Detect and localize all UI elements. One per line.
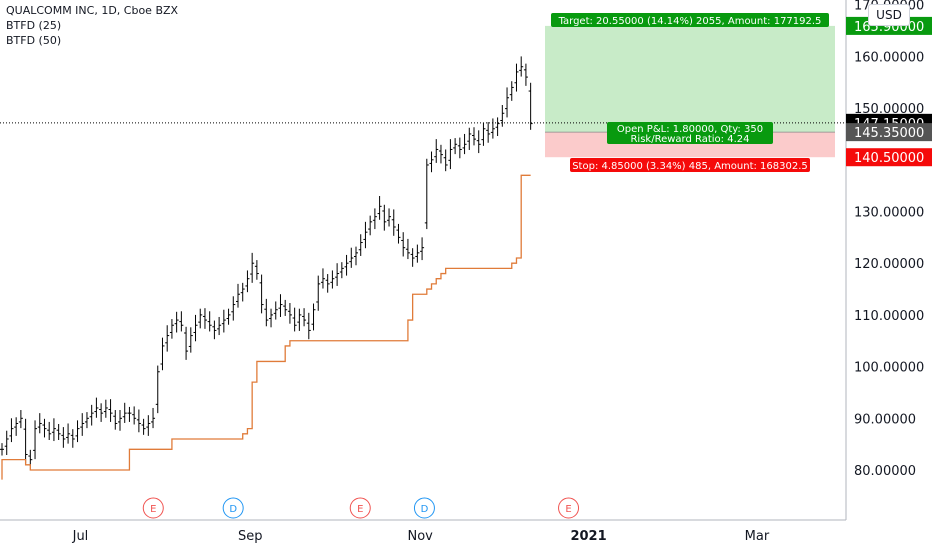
indicator-btfd-25[interactable]: BTFD (25) [6,19,62,32]
price-tick-label: 90.00000 [854,412,916,427]
currency-button[interactable]: USD [868,4,910,26]
earnings-marker [142,497,164,519]
event-marker-label: E [565,504,571,515]
entry-price-tag: 145.35000 [854,126,924,141]
target-label-bg [551,13,829,27]
price-tick-label: 120.00000 [854,257,924,272]
target-label: Target: 20.55000 (14.14%) 2055, Amount: … [558,16,822,27]
event-marker-label: D [421,504,429,515]
stop-price-tag-bg [846,148,932,167]
symbol-title[interactable]: QUALCOMM INC, 1D, Cboe BZX [6,4,179,17]
event-marker-label: D [229,504,237,515]
price-tick-label: 80.00000 [854,464,916,479]
position-zones [545,25,835,158]
stop-price-tag: 140.50000 [854,151,924,166]
event-marker-label: E [357,504,363,515]
chart-legend: QUALCOMM INC, 1D, Cboe BZX BTFD (25) BTF… [6,3,178,48]
price-tick-label: 100.00000 [854,361,924,376]
btfd-indicator-line [1,174,531,480]
entry-price-tag-bg [846,123,932,142]
position-labels: Target: 20.55000 (14.14%) 2055, Amount: … [551,13,829,172]
dividend-marker [413,497,435,519]
pnl-label-bg [607,122,773,144]
indicator-btfd-50[interactable]: BTFD (50) [6,34,62,47]
time-tick-label: Mar [745,529,770,544]
price-tick-label: 150.00000 [854,102,924,117]
pnl-label-line-2: Risk/Reward Ratio: 4.24 [630,134,749,145]
earnings-marker [349,497,371,519]
price-tick-label: 160.00000 [854,50,924,65]
earnings-marker [558,497,580,519]
time-axis[interactable]: Jul Sep Nov 2021 Mar [72,529,770,544]
price-tags: 165.90000 147.15000 145.35000 140.50000 [846,16,932,167]
time-tick-label: 2021 [570,529,606,544]
price-tick-label: 130.00000 [854,206,924,221]
dividend-marker [222,497,244,519]
time-tick-label: Jul [72,529,89,544]
time-tick-label: Nov [407,529,433,544]
stop-label: Stop: 4.85000 (3.34%) 485, Amount: 16830… [572,161,808,172]
time-tick-label: Sep [238,529,263,544]
event-marker-label: E [150,504,156,515]
stop-label-bg [570,158,810,172]
ohlc-bars [0,56,533,466]
price-tick-label: 110.00000 [854,309,924,324]
pnl-label-line-1: Open P&L: 1.80000, Qty: 350 [617,124,763,135]
target-zone [545,25,835,133]
